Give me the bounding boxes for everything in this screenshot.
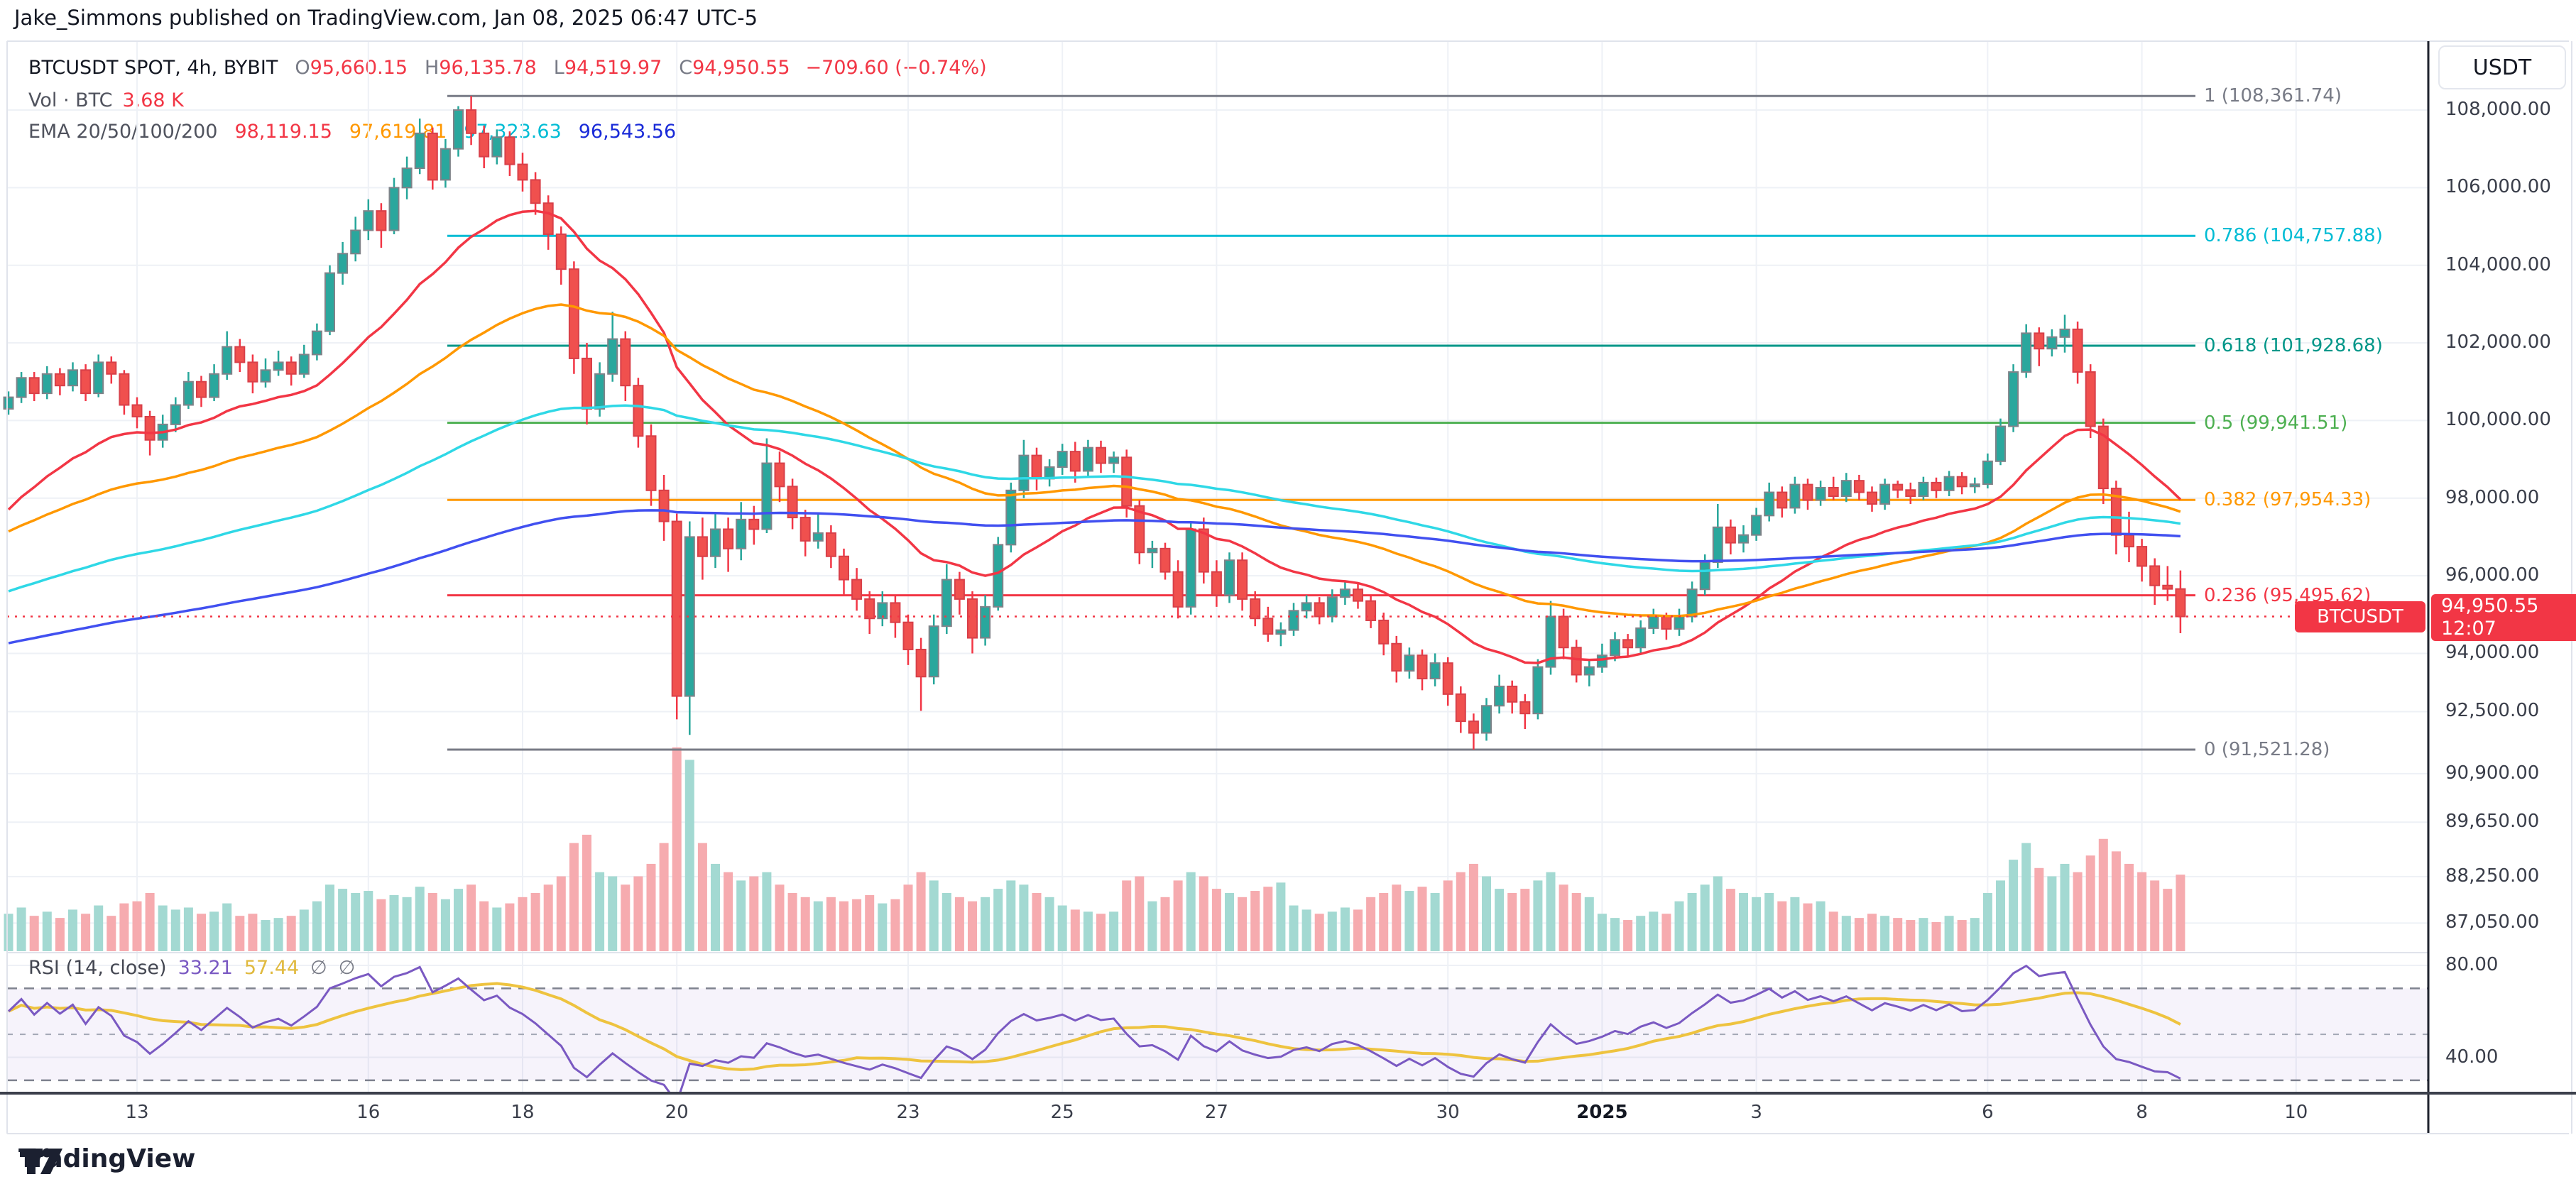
candle-countdown: 12:07 <box>2441 618 2496 640</box>
footer: TradingView <box>18 1144 195 1174</box>
volume-label: Vol · BTC <box>28 89 113 111</box>
ohlc-close-value: 94,950.55 <box>692 57 790 79</box>
currency-toggle-button[interactable]: USDT <box>2438 45 2566 89</box>
ohlc-open-key: O <box>295 57 310 79</box>
ohlc-low-key: L <box>553 57 564 79</box>
ohlc-low-value: 94,519.97 <box>564 57 662 79</box>
tradingview-logo-icon <box>20 1148 62 1174</box>
publish-header: Jake_Simmons published on TradingView.co… <box>14 6 758 30</box>
rsi-empty-icon: ∅ <box>338 957 356 979</box>
symbol-title: BTCUSDT SPOT, 4h, BYBIT <box>28 57 278 79</box>
last-price-value: 94,950.55 <box>2441 595 2539 617</box>
rsi-empty-icon: ∅ <box>310 957 327 979</box>
last-price-symbol-chip: BTCUSDT <box>2295 601 2425 632</box>
ohlc-close-key: C <box>679 57 693 79</box>
ohlc-open-value: 95,660.15 <box>310 57 408 79</box>
volume-value: 3.68 K <box>122 89 184 111</box>
ohlc-high-value: 96,135.78 <box>439 57 537 79</box>
symbol-legend-row[interactable]: BTCUSDT SPOT, 4h, BYBIT O95,660.15 H96,1… <box>28 57 987 79</box>
ema200-value: 96,543.56 <box>578 121 677 143</box>
rsi-legend-row[interactable]: RSI (14, close) 33.21 57.44 ∅ ∅ <box>28 957 355 979</box>
rsi-ma-value: 57.44 <box>244 957 300 979</box>
rsi-label: RSI (14, close) <box>28 957 167 979</box>
rsi-value: 33.21 <box>178 957 233 979</box>
volume-legend-row[interactable]: Vol · BTC 3.68 K <box>28 89 184 111</box>
ema-legend-row[interactable]: EMA 20/50/100/200 98,119.15 97,619.81 97… <box>28 121 676 143</box>
ema-label: EMA 20/50/100/200 <box>28 121 218 143</box>
last-price-badge: 94,950.55 12:07 <box>2431 594 2576 641</box>
ohlc-high-key: H <box>425 57 440 79</box>
ema20-value: 98,119.15 <box>234 121 332 143</box>
price-change: −709.60 (−0.74%) <box>805 57 987 79</box>
